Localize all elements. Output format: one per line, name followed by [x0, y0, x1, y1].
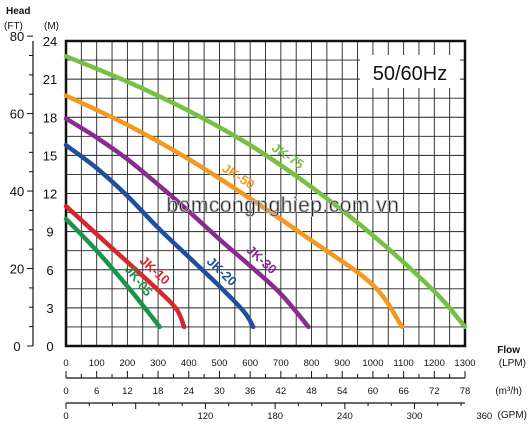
- m-unit-label: (M): [44, 21, 59, 32]
- x-tick-label-lpm: 1100: [393, 358, 413, 369]
- curve-label-jk-50: JK-50: [220, 160, 258, 192]
- x-tick-label-lpm: 800: [304, 358, 320, 369]
- watermark-text: bomcongnghiep.com.vn: [167, 194, 400, 217]
- plot-frame: [64, 39, 467, 348]
- x-tick-label-m3h: 18: [153, 386, 164, 397]
- curve-jk-75: [63, 54, 468, 330]
- ft-unit-label: (FT): [4, 21, 23, 32]
- x-tick-label-m3h: 54: [337, 386, 348, 397]
- curve-group: [63, 54, 468, 330]
- x-tick-label-lpm: 200: [119, 358, 135, 369]
- y-axis-m: 0 3 6 9 12 15 18 21 24: [43, 34, 57, 354]
- y-tick-label-ft: 40: [10, 184, 24, 199]
- y-tick-label-m: 21: [43, 72, 57, 87]
- x-tick-label-lpm: 0: [63, 358, 68, 369]
- y-tick-label-m: 9: [46, 225, 53, 240]
- x-tick-label-gpm: 240: [337, 411, 353, 422]
- x-tick-label-gpm: 0: [63, 411, 68, 422]
- x-tick-label-lpm: 700: [273, 358, 289, 369]
- x-tick-label-lpm: 100: [89, 358, 105, 369]
- x-tick-label-m3h: 48: [306, 386, 317, 397]
- x-tick-label-lpm: 400: [181, 358, 197, 369]
- x-tick-label-m3h: 78: [460, 386, 471, 397]
- x-tick-label-m3h: 60: [368, 386, 379, 397]
- x-tick-label-m3h: 12: [122, 386, 133, 397]
- x-axis-gpm: 0 120 180 240 300 360: [63, 402, 492, 422]
- flow-axis-title: Flow: [497, 345, 520, 356]
- frequency-label: 50/60Hz: [373, 63, 448, 85]
- chart-grid: [65, 40, 466, 347]
- x-tick-label-m3h: 36: [245, 386, 256, 397]
- lpm-unit-label: (LPM): [499, 358, 526, 369]
- x-tick-label-gpm: 180: [267, 411, 283, 422]
- x-tick-label-m3h: 66: [398, 386, 409, 397]
- y-tick-label-m: 3: [46, 301, 53, 316]
- curve-jk-20: [63, 142, 256, 330]
- x-tick-label-m3h: 72: [429, 386, 440, 397]
- y-tick-label-ft: 20: [10, 262, 24, 277]
- x-tick-label-lpm: 500: [212, 358, 228, 369]
- curve-jk-10: [63, 203, 187, 330]
- x-tick-label-gpm: 300: [407, 411, 423, 422]
- y-tick-label-m: 0: [46, 339, 53, 354]
- x-tick-label-m3h: 6: [94, 386, 99, 397]
- m3h-unit-label: (m³/h): [495, 386, 522, 397]
- x-tick-label-m3h: 30: [214, 386, 225, 397]
- curve-jk-05: [63, 216, 162, 330]
- x-tick-label-lpm: 1200: [424, 358, 445, 369]
- x-tick-label-lpm: 300: [150, 358, 166, 369]
- y-tick-label-m: 18: [43, 110, 57, 125]
- x-tick-label-lpm: 1300: [454, 358, 475, 369]
- curve-label-jk-30: JK-30: [243, 242, 279, 277]
- curve-jk-50: [63, 93, 405, 330]
- x-tick-label-gpm: 120: [197, 411, 213, 422]
- x-tick-label-m3h: 0: [63, 386, 68, 397]
- y-tick-label-m: 24: [43, 34, 57, 49]
- x-tick-label-lpm: 900: [334, 358, 350, 369]
- y-tick-label-ft: 0: [13, 339, 20, 354]
- y-axis-ft: 0 20 40 60 80: [10, 29, 34, 354]
- y-tick-label-m: 15: [43, 148, 57, 163]
- curve-jk-30: [63, 116, 311, 330]
- x-tick-label-lpm: 600: [242, 358, 258, 369]
- x-tick-label-m3h: 42: [276, 386, 287, 397]
- x-tick-label-gpm: 360: [476, 411, 492, 422]
- x-tick-label-m3h: 24: [183, 386, 194, 397]
- x-axis-m3h: 0 6 12 18 24 30 36 42 48 54 60 66 72 78: [63, 371, 470, 397]
- curve-label-jk-75: JK-75: [269, 140, 307, 172]
- y-tick-label-ft: 80: [10, 29, 24, 44]
- gpm-unit-label: (GPM): [498, 410, 527, 421]
- x-axis-lpm: 0 100 200 300 400 500 600 700 800 900 1000 1100 1200…: [63, 358, 475, 369]
- y-tick-label-m: 12: [43, 187, 57, 202]
- frequency-label-box: [360, 55, 460, 88]
- y-tick-label-ft: 60: [10, 107, 24, 122]
- x-tick-label-lpm: 1000: [362, 358, 383, 369]
- head-axis-title: Head: [6, 6, 30, 17]
- y-tick-label-m: 6: [46, 263, 53, 278]
